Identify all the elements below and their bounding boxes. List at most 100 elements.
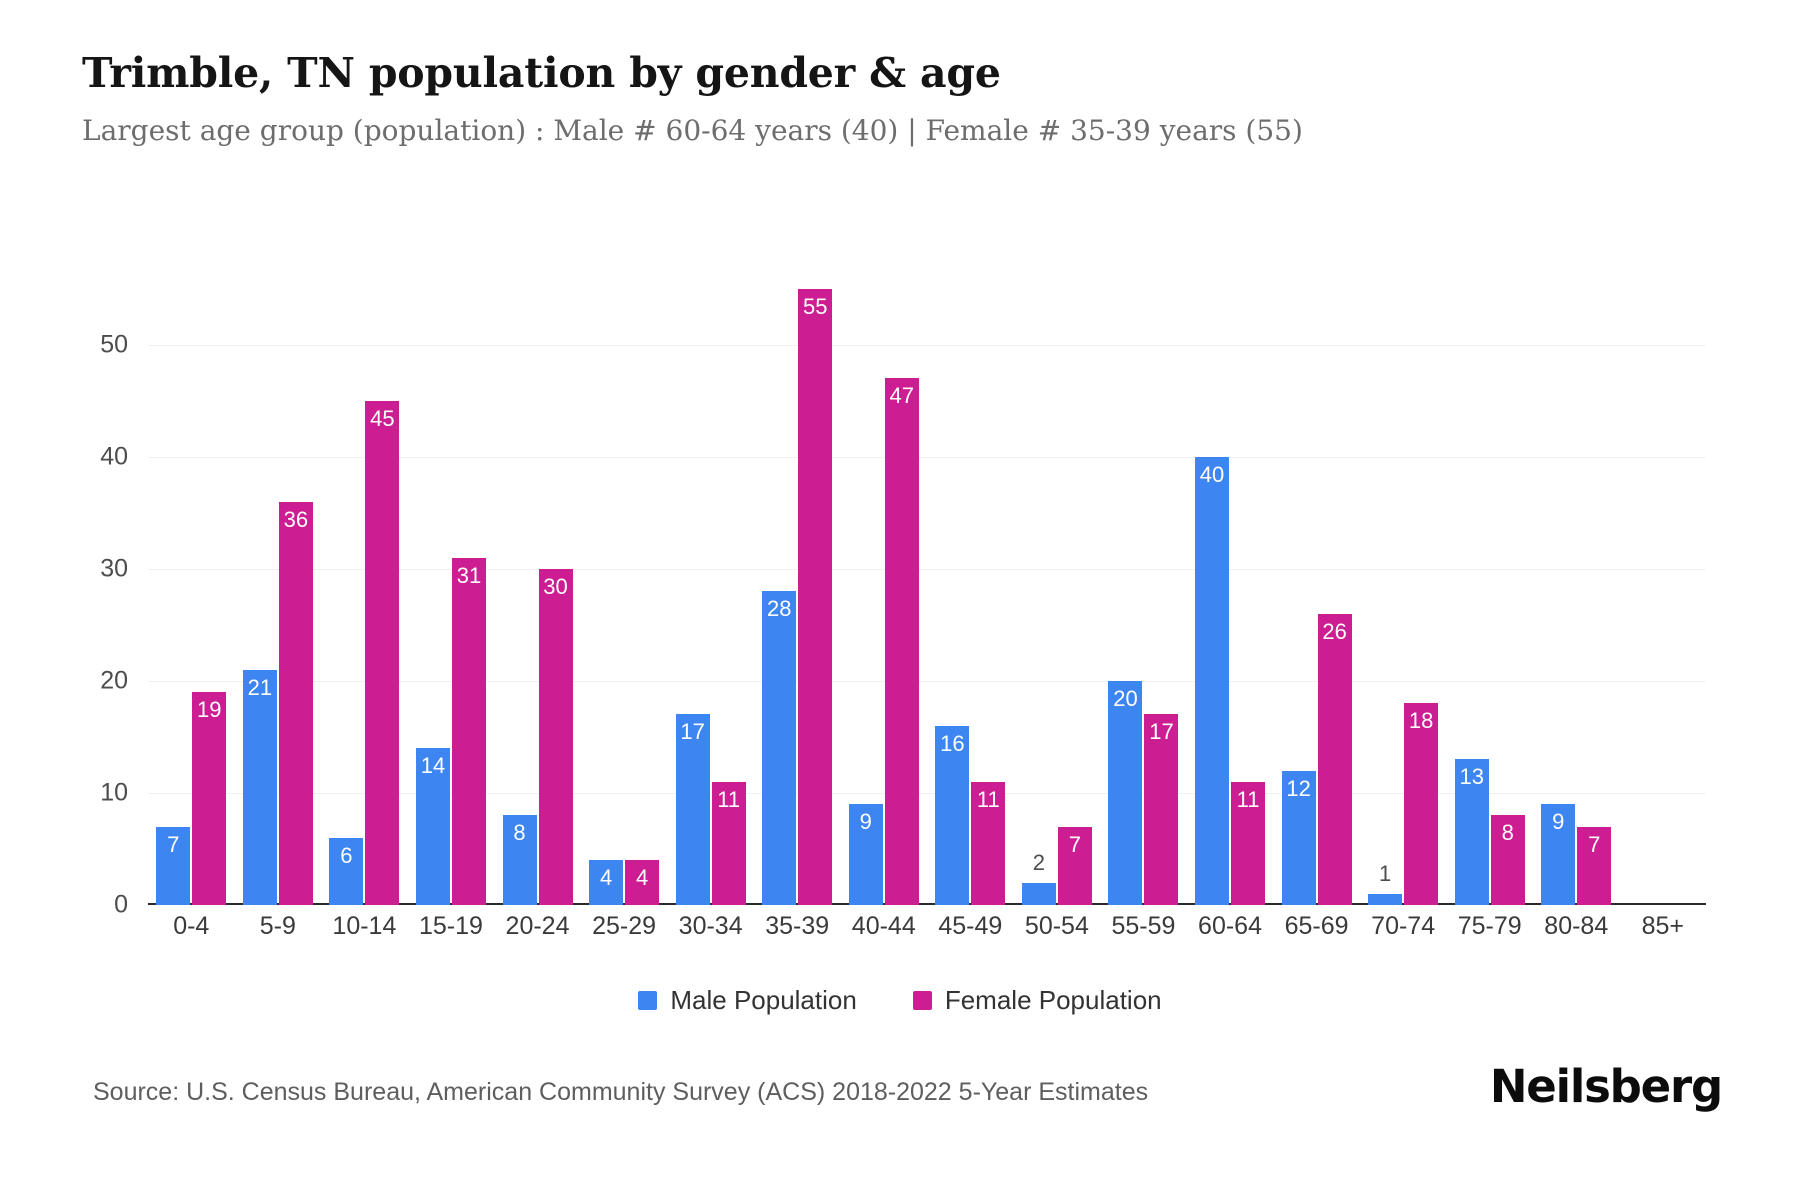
bar-group: 17 11 — [667, 255, 754, 905]
bar-value-label: 17 — [1149, 719, 1174, 745]
y-tick-label: 30 — [100, 554, 128, 583]
bar-male[interactable]: 1 — [1368, 862, 1403, 905]
bar-male[interactable]: 28 — [762, 591, 797, 905]
bar-female[interactable]: 45 — [365, 400, 400, 905]
bar-value-label: 6 — [340, 842, 353, 868]
brand-logo: Neilsberg — [1489, 1060, 1723, 1113]
x-tick-label: 45-49 — [938, 912, 1003, 940]
legend-label: Female Population — [944, 985, 1162, 1015]
bar-male[interactable]: 9 — [1541, 804, 1576, 905]
bar-group: 1 18 — [1360, 255, 1447, 905]
bar-group: 6 45 — [321, 255, 408, 905]
bar-female[interactable]: 11 — [971, 781, 1006, 905]
y-tick-label: 40 — [100, 442, 128, 471]
bar-value-label: 8 — [513, 820, 526, 846]
x-tick-label: 75-79 — [1457, 912, 1522, 940]
bar-female[interactable]: 17 — [1144, 714, 1179, 905]
legend-item[interactable]: Female Population — [912, 985, 1162, 1016]
x-tick-label: 0-4 — [173, 912, 210, 940]
x-tick-label: 20-24 — [505, 912, 570, 940]
bar-group: 8 30 — [494, 255, 581, 905]
bar-value-label: 30 — [543, 573, 568, 599]
bar-value-label: 7 — [167, 831, 180, 857]
bar-male[interactable]: 40 — [1195, 456, 1230, 905]
bar-female[interactable]: 7 — [1577, 826, 1612, 905]
bar-female[interactable]: 18 — [1404, 703, 1439, 905]
legend-swatch-icon — [638, 991, 658, 1010]
bar-male[interactable]: 14 — [415, 748, 450, 905]
y-tick-label: 10 — [100, 778, 128, 807]
x-tick-label: 25-29 — [592, 912, 657, 940]
bar-value-label: 36 — [283, 506, 309, 532]
x-tick-label: 80-84 — [1544, 912, 1609, 940]
gridlines — [148, 255, 1706, 905]
y-tick-label: 0 — [114, 890, 128, 919]
bar-group: 28 55 — [754, 255, 841, 905]
bar-female[interactable]: 8 — [1490, 815, 1525, 905]
bar-male[interactable]: 7 — [156, 826, 191, 905]
bar-male[interactable]: 20 — [1108, 680, 1143, 905]
y-tick-label: 50 — [100, 330, 128, 359]
bar-group: 12 26 — [1273, 255, 1360, 905]
x-axis-line — [148, 903, 1706, 905]
x-tick-label: 60-64 — [1198, 912, 1262, 940]
bar-female[interactable]: 55 — [798, 288, 833, 905]
bar-value-label: 7 — [1068, 831, 1082, 857]
bar-male[interactable]: 21 — [242, 669, 277, 905]
gridline — [148, 792, 1706, 794]
bar-male[interactable]: 6 — [329, 837, 364, 905]
bar-male[interactable]: 17 — [675, 714, 710, 905]
bar-value-label: 7 — [1588, 831, 1601, 857]
bars-container: 7 19 21 36 6 45 14 31 8 30 4 4 17 11 28 55 9 47 16 11 2 7 20 17… — [148, 255, 1706, 905]
source-note: Source: U.S. Census Bureau, American Com… — [93, 1078, 1149, 1106]
bar-value-label: 16 — [940, 730, 965, 756]
bar-male[interactable]: 12 — [1281, 770, 1316, 905]
bar-group: 20 17 — [1100, 255, 1187, 905]
bar-female[interactable]: 30 — [538, 568, 573, 905]
bar-value-label: 4 — [599, 865, 613, 891]
bar-value-label: 1 — [1379, 860, 1392, 886]
bar-male[interactable]: 9 — [848, 804, 883, 905]
chart-subtitle: Largest age group (population) : Male # … — [82, 114, 1303, 148]
bar-female[interactable]: 26 — [1317, 613, 1352, 905]
bar-female[interactable]: 11 — [1231, 781, 1266, 905]
bar-value-label: 47 — [889, 383, 915, 409]
bar-value-label: 4 — [635, 865, 649, 891]
bar-female[interactable]: 36 — [278, 501, 313, 905]
bar-group: 14 31 — [408, 255, 495, 905]
page-title: Trimble, TN population by gender & age — [82, 49, 1001, 97]
bar-female[interactable]: 31 — [451, 557, 486, 905]
bar-female[interactable]: 7 — [1057, 826, 1092, 905]
bar-group: 16 11 — [927, 255, 1014, 905]
bar-male[interactable]: 2 — [1021, 851, 1056, 905]
chart-legend: Male Population Female Population — [0, 985, 1800, 1016]
bar-male[interactable]: 8 — [502, 815, 537, 905]
chart-header: Trimble, TN population by gender & age L… — [82, 49, 1722, 148]
bar-value-label: 20 — [1113, 685, 1138, 711]
bar-female[interactable]: 11 — [711, 781, 746, 905]
bar-value-label: 40 — [1199, 461, 1225, 487]
legend-swatch-icon — [912, 991, 932, 1010]
bar-value-label: 45 — [370, 405, 395, 431]
bar-female[interactable]: 47 — [884, 378, 919, 905]
x-tick-label: 55-59 — [1111, 912, 1176, 940]
bar-value-label: 28 — [766, 596, 792, 622]
bar-female[interactable]: 4 — [625, 860, 660, 905]
gridline — [148, 456, 1706, 458]
gridline — [148, 568, 1706, 570]
bar-group: 9 47 — [841, 255, 928, 905]
gridline — [148, 344, 1706, 346]
x-tick-label: 30-34 — [678, 912, 743, 940]
bar-value-label: 11 — [717, 786, 741, 812]
bar-female[interactable]: 19 — [192, 692, 227, 905]
legend-label: Male Population — [670, 985, 857, 1015]
bar-male[interactable]: 13 — [1454, 759, 1489, 905]
legend-item[interactable]: Male Population — [638, 985, 857, 1016]
bar-male[interactable]: 4 — [589, 860, 624, 905]
y-tick-label: 20 — [100, 666, 128, 695]
bar-value-label: 2 — [1032, 849, 1046, 875]
bar-male[interactable]: 16 — [935, 725, 970, 905]
x-tick-label: 10-14 — [332, 912, 397, 940]
